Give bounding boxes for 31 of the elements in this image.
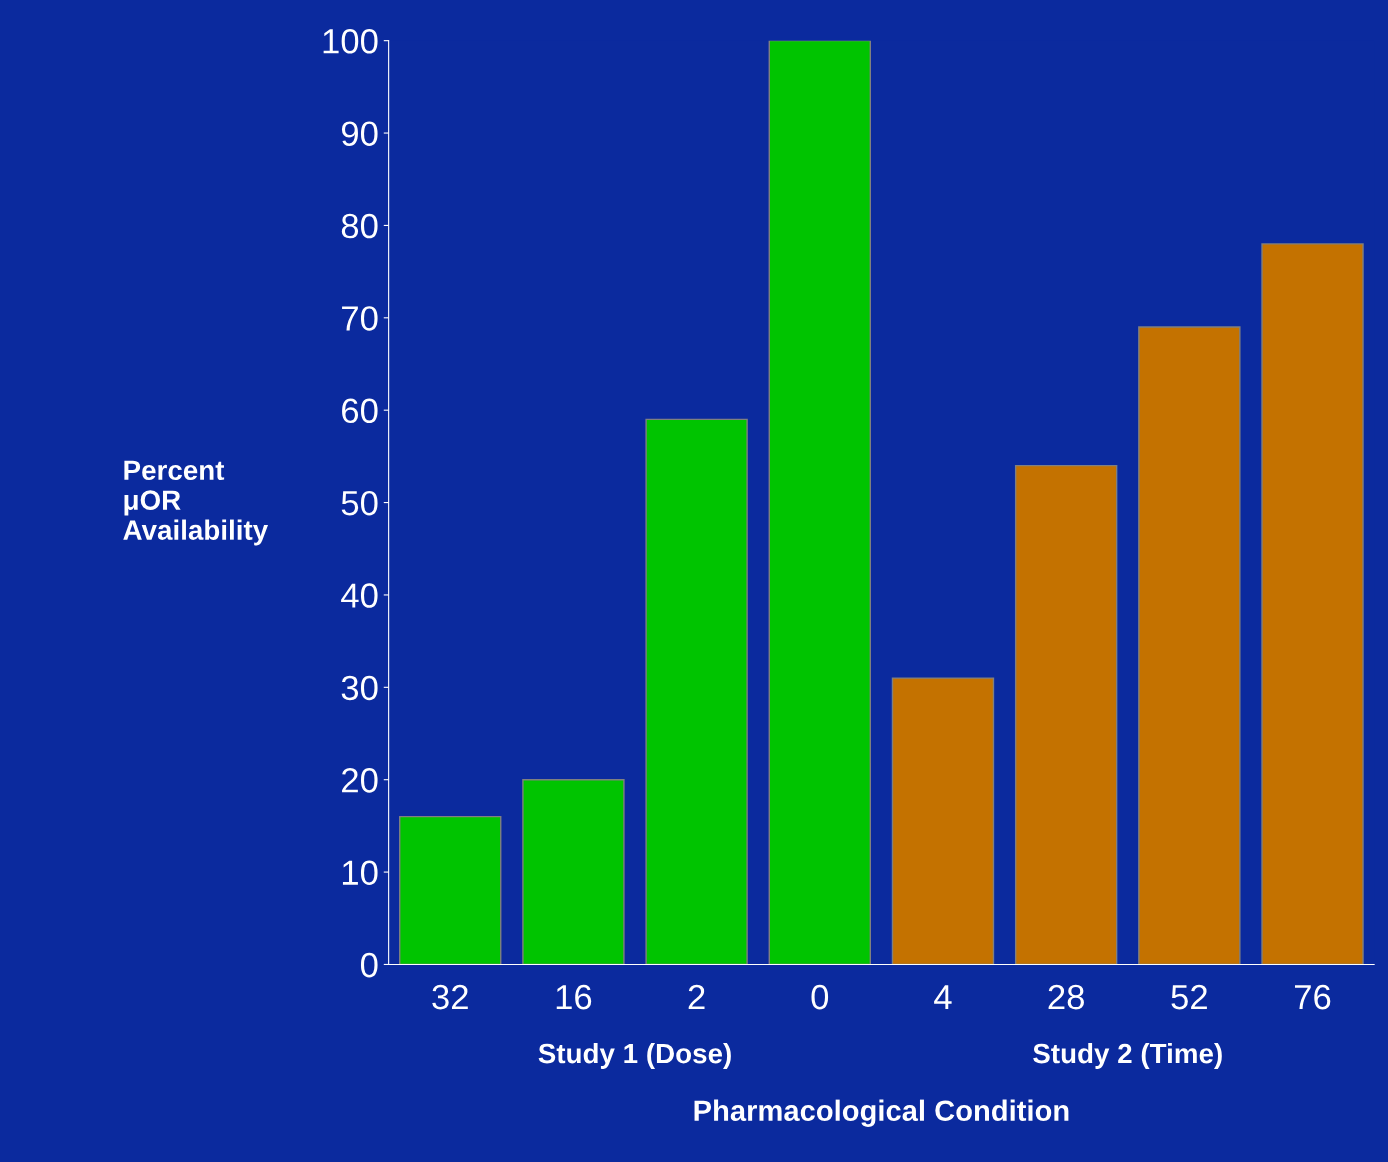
bar (891, 677, 995, 965)
y-tick-label: 0 (360, 952, 378, 978)
x-tick-label: 32 (432, 984, 468, 1010)
y-tick-label: 80 (341, 213, 378, 239)
bar (1261, 243, 1364, 965)
x-tick-label: 16 (556, 984, 592, 1010)
text: Study 2 (Time) (1033, 1042, 1222, 1069)
x-axis-title: Pharmacological Condition (694, 1099, 1069, 1127)
bar (768, 40, 871, 965)
text: Study 1 (Dose) (538, 1042, 731, 1069)
y-tick-label: 100 (323, 29, 378, 54)
y-tick-label: 60 (342, 398, 378, 424)
x-tick-label: 52 (1171, 984, 1207, 1010)
y-tick-label: 90 (341, 121, 378, 146)
x-tick-label: 28 (1048, 984, 1084, 1010)
bar (399, 815, 502, 965)
y-tick-label: 50 (341, 490, 378, 516)
y-tick-label: 10 (342, 860, 378, 885)
y-tick-label: 20 (342, 768, 378, 793)
y-tick-label: 30 (341, 675, 378, 701)
x-tick-label: 76 (1295, 984, 1331, 1010)
x-tick-label: 2 (688, 984, 705, 1010)
bar (1138, 326, 1241, 965)
bar (522, 779, 625, 965)
y-tick-label: 70 (342, 306, 378, 331)
x-tick-label: 4 (934, 985, 952, 1010)
bar (645, 418, 748, 965)
y-axis-title: Percent μOR Availability (123, 460, 269, 546)
y-tick-label: 40 (341, 583, 378, 608)
bar (1014, 464, 1118, 965)
x-tick-label: 0 (811, 984, 829, 1010)
